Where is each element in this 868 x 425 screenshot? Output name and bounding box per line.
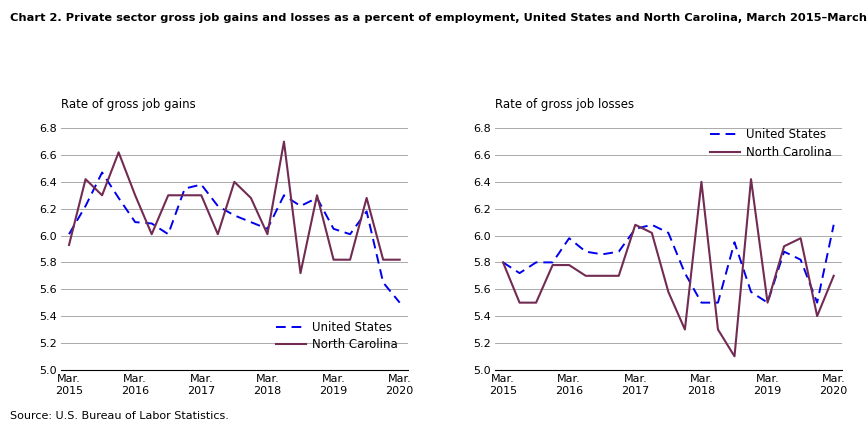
Text: Chart 2. Private sector gross job gains and losses as a percent of employment, U: Chart 2. Private sector gross job gains …	[10, 13, 868, 23]
Legend: United States, North Carolina: United States, North Carolina	[272, 316, 402, 356]
Legend: United States, North Carolina: United States, North Carolina	[706, 123, 836, 163]
Text: Rate of gross job gains: Rate of gross job gains	[61, 98, 195, 111]
Text: Source: U.S. Bureau of Labor Statistics.: Source: U.S. Bureau of Labor Statistics.	[10, 411, 229, 421]
Text: Rate of gross job losses: Rate of gross job losses	[495, 98, 634, 111]
